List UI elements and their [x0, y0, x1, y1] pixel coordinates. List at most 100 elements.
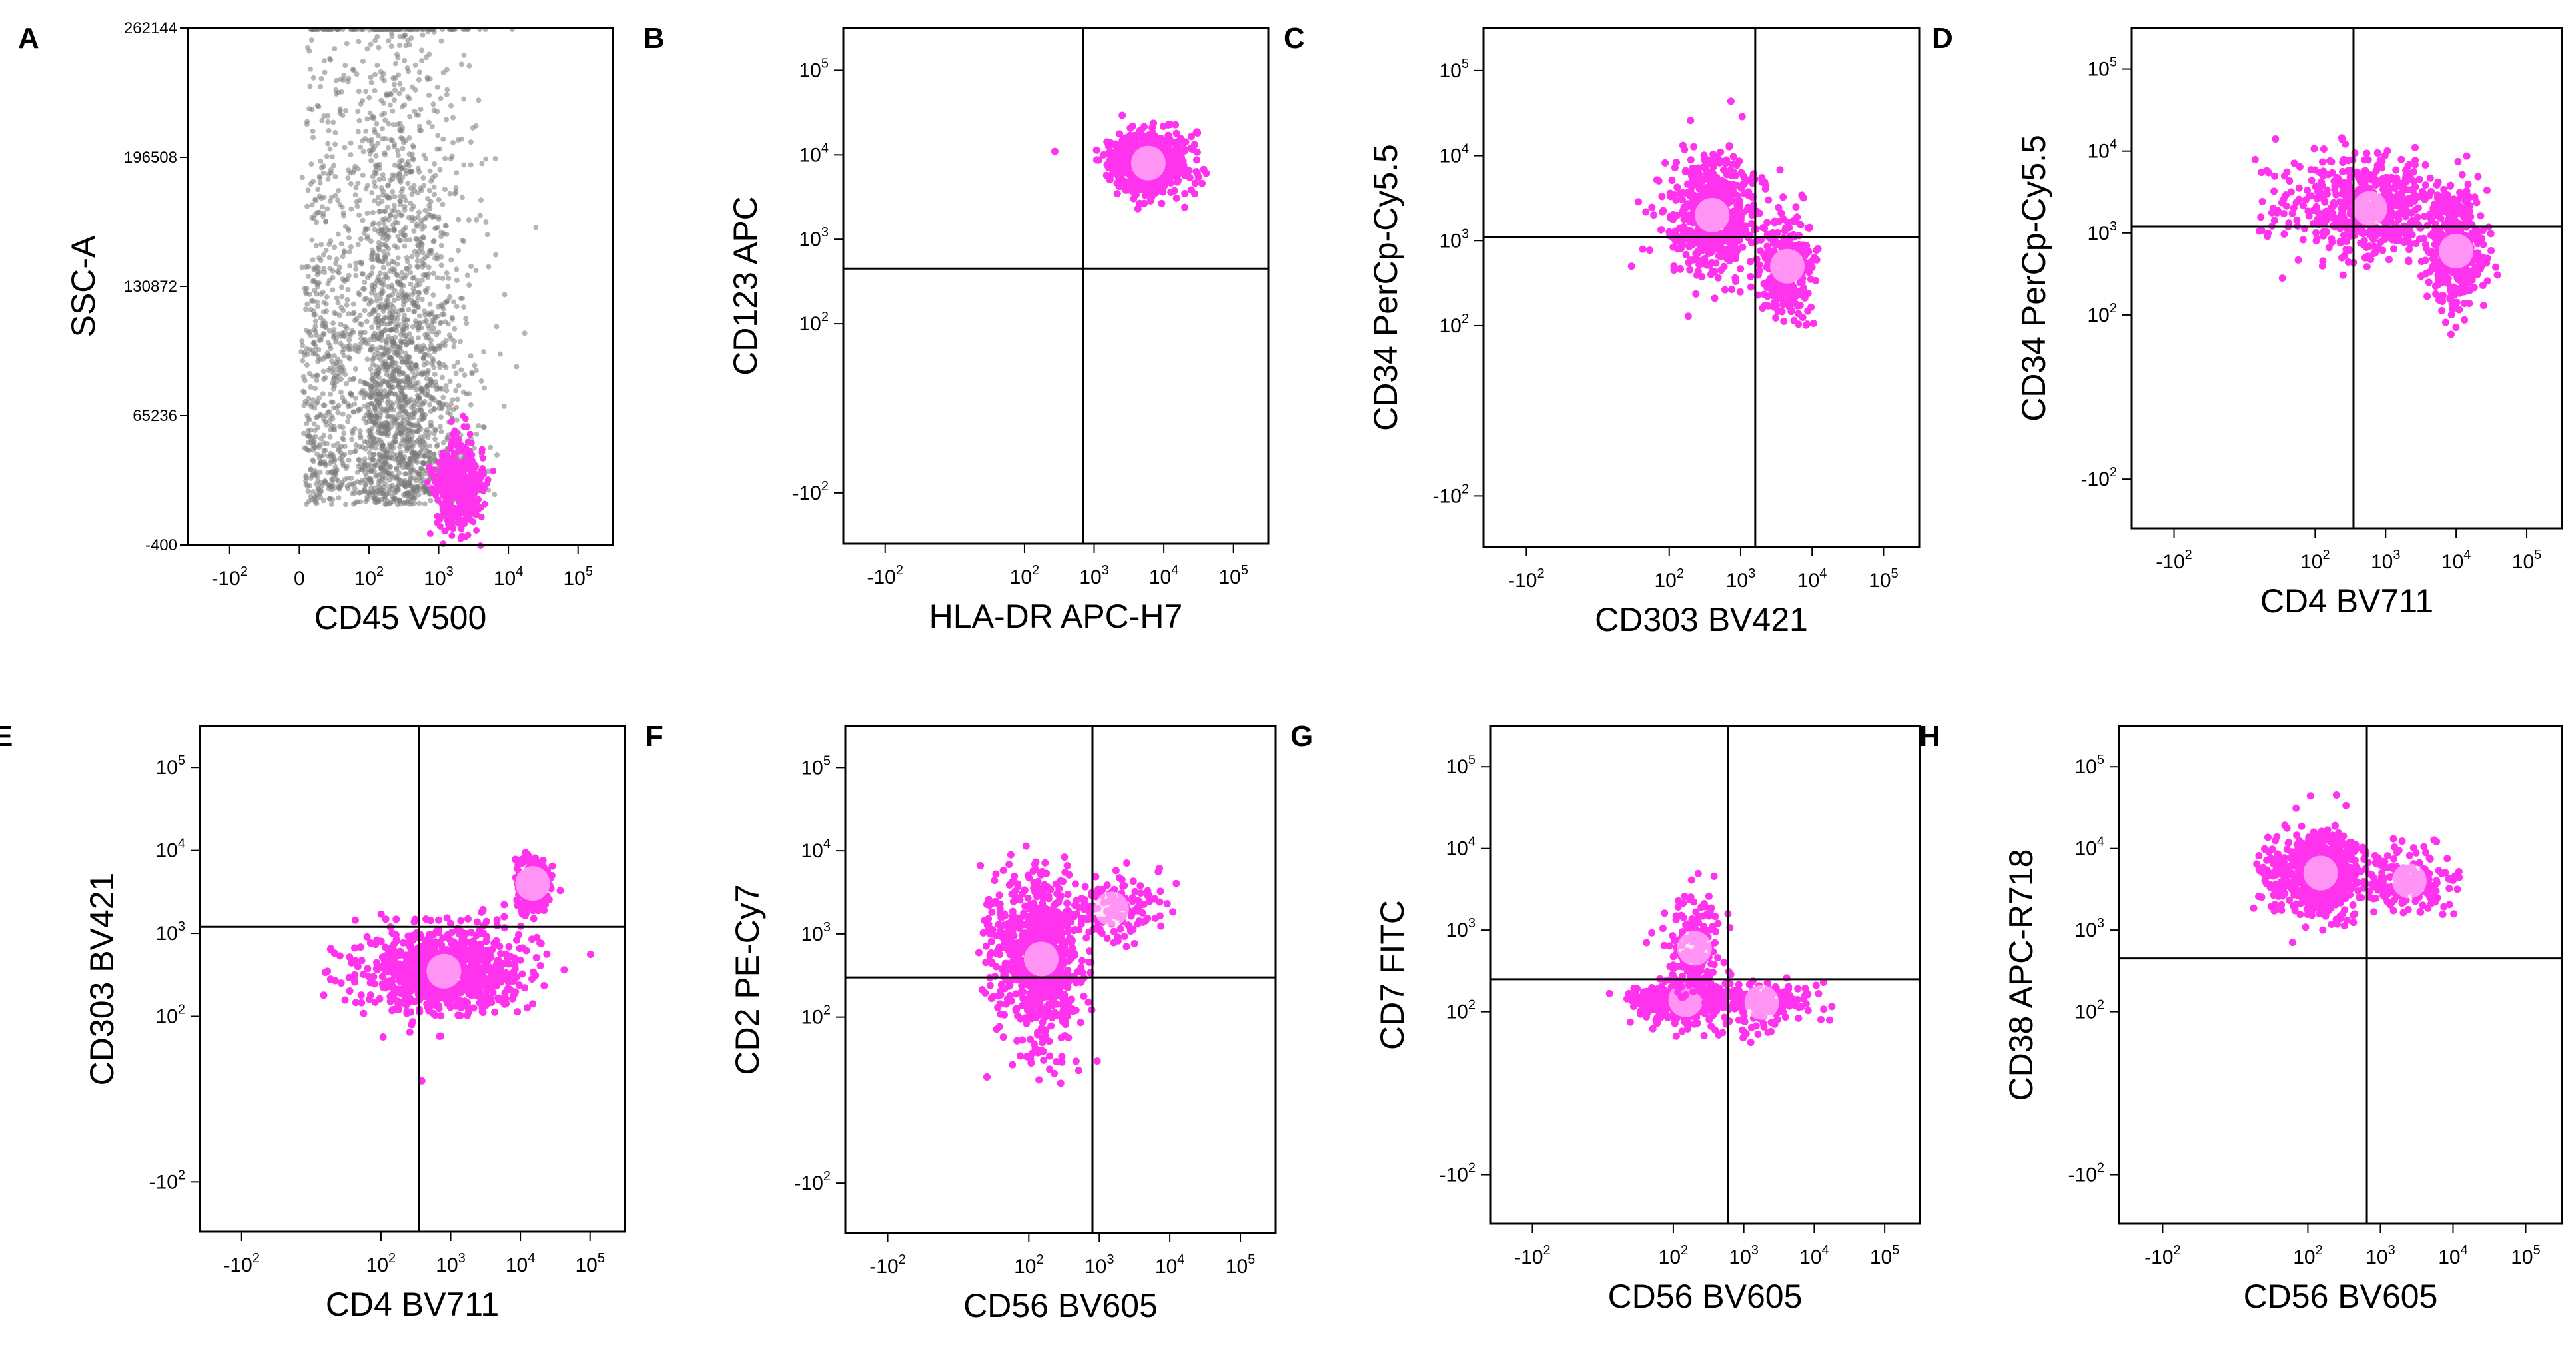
event-dot — [434, 109, 440, 115]
event-dot — [442, 512, 449, 520]
event-dot — [384, 337, 390, 343]
event-dot — [444, 388, 450, 394]
event-dot — [462, 372, 468, 378]
event-dot — [326, 496, 332, 502]
event-dot — [396, 42, 402, 48]
event-dot — [1668, 177, 1676, 185]
event-dot — [418, 185, 424, 191]
event-dot — [1124, 186, 1132, 194]
event-dot — [350, 430, 356, 436]
event-dot — [392, 162, 398, 168]
event-dot — [307, 66, 313, 72]
event-dot — [335, 440, 341, 446]
event-dot — [445, 284, 451, 290]
event-dot — [1113, 190, 1121, 198]
event-dot — [303, 501, 309, 507]
event-dot — [2285, 219, 2293, 227]
event-dot — [1738, 113, 1746, 121]
event-dot — [405, 37, 411, 43]
event-dot — [434, 84, 440, 90]
event-dot — [312, 386, 318, 392]
event-dot — [338, 241, 344, 247]
event-dot — [426, 530, 434, 538]
event-dot — [533, 225, 539, 230]
event-dot — [335, 231, 341, 237]
event-dot — [416, 112, 422, 118]
event-dot — [426, 326, 432, 332]
event-dot — [407, 379, 413, 385]
y-axis-label: CD123 APC — [727, 196, 764, 376]
x-tick-label: -102 — [212, 564, 248, 590]
event-dot — [1807, 275, 1815, 283]
event-dot — [335, 410, 341, 416]
event-dot — [450, 316, 456, 322]
event-dot — [453, 185, 459, 191]
event-dot — [365, 341, 371, 347]
event-dot — [416, 289, 422, 295]
event-dot — [468, 139, 474, 145]
event-dot — [346, 337, 352, 343]
event-dot — [339, 204, 345, 210]
event-dot — [380, 188, 386, 194]
event-dot — [340, 453, 346, 459]
event-dot — [299, 264, 305, 270]
event-dot — [444, 270, 450, 276]
event-dot — [372, 88, 378, 94]
event-dot — [1168, 160, 1176, 168]
event-dot — [406, 411, 412, 417]
event-dot — [432, 379, 438, 385]
event-dot — [365, 274, 371, 280]
x-axis-label: HLA-DR APC-H7 — [929, 598, 1183, 635]
event-dot — [412, 440, 418, 446]
event-dot — [392, 496, 398, 502]
event-dot — [341, 73, 347, 79]
event-dot — [415, 294, 421, 300]
event-dot — [1103, 138, 1111, 146]
event-dot — [379, 112, 385, 118]
event-dot — [328, 458, 334, 464]
event-dot — [1796, 302, 1804, 310]
event-dot — [333, 87, 339, 93]
event-dot — [448, 437, 456, 444]
event-dot — [388, 405, 394, 411]
event-dot — [388, 212, 394, 218]
event-dot — [338, 304, 344, 310]
event-dot — [382, 359, 388, 365]
event-dot — [421, 308, 427, 314]
event-dot — [416, 313, 422, 319]
event-dot — [312, 288, 318, 294]
event-dot — [414, 258, 420, 264]
event-dot — [1761, 185, 1769, 193]
event-dot — [400, 185, 406, 191]
event-dot — [371, 220, 377, 226]
event-dot — [382, 117, 388, 123]
event-dot — [390, 304, 396, 310]
event-dot — [310, 435, 316, 441]
event-dot — [483, 219, 489, 225]
event-dot — [420, 342, 426, 348]
event-dot — [400, 86, 406, 92]
event-dot — [1687, 156, 1695, 164]
event-dot — [1694, 164, 1702, 172]
event-dot — [1700, 155, 1708, 163]
event-dot — [1657, 226, 1665, 234]
event-dot — [408, 366, 414, 372]
event-dot — [2363, 263, 2371, 271]
event-dot — [358, 336, 364, 342]
event-dot — [363, 186, 369, 192]
event-dot — [408, 168, 414, 174]
event-dot — [478, 378, 484, 384]
event-dot — [344, 302, 350, 308]
event-dot — [369, 324, 375, 330]
event-dot — [354, 71, 360, 77]
event-dot — [1743, 205, 1751, 213]
event-dot — [1779, 193, 1787, 201]
event-dot — [429, 318, 435, 324]
x-tick-label: -102 — [1508, 566, 1544, 592]
event-dot — [360, 286, 366, 292]
event-dot — [1711, 153, 1719, 161]
event-dot — [447, 294, 453, 300]
event-dot — [1143, 135, 1151, 143]
event-dot — [1729, 153, 1737, 161]
event-dot — [2296, 163, 2304, 171]
